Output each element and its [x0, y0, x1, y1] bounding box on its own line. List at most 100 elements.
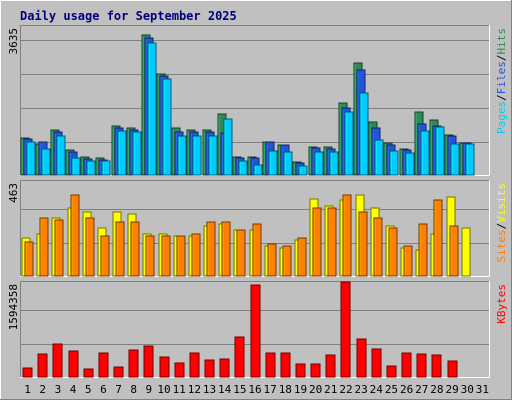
bar-kbytes-day-11 — [174, 362, 185, 378]
bar-rect — [162, 78, 172, 176]
bar-rect — [70, 194, 80, 277]
bar-pages-day-3 — [56, 135, 66, 176]
bar-rect — [86, 160, 96, 176]
x-tick-label-day-20: 20 — [309, 383, 322, 396]
legend-item-kbytes: KBytes — [495, 284, 508, 324]
bar-rect — [431, 354, 442, 378]
bar-rect — [356, 338, 367, 378]
bar-kbytes-day-27 — [416, 353, 427, 378]
bar-sites-day-3 — [54, 219, 64, 277]
bar-rect — [85, 217, 95, 277]
bar-rect — [83, 368, 94, 378]
legend-text: Pages/Files/Hits — [495, 28, 508, 134]
x-tick-label-day-14: 14 — [218, 383, 232, 396]
bar-kbytes-day-18 — [280, 352, 291, 378]
legend-middle: Sites/Visits — [495, 183, 508, 263]
bar-rect — [252, 223, 262, 277]
bar-sites-day-7 — [115, 221, 125, 277]
bar-pages-day-15 — [238, 160, 248, 176]
bar-rect — [206, 221, 216, 277]
x-tick-label-day-12: 12 — [188, 383, 201, 396]
bar-kbytes-day-24 — [371, 348, 382, 378]
bar-kbytes-day-8 — [128, 349, 139, 378]
bar-kbytes-day-26 — [401, 352, 412, 378]
bar-kbytes-day-5 — [83, 368, 94, 378]
bar-pages-day-1 — [26, 141, 36, 176]
bar-rect — [56, 135, 66, 176]
legend-item-pages: Pages — [495, 101, 508, 134]
bar-kbytes-day-14 — [219, 358, 230, 378]
bar-rect — [132, 131, 142, 176]
bar-kbytes-day-22 — [340, 281, 351, 378]
bar-sites-day-1 — [24, 241, 34, 277]
bar-sites-day-29 — [449, 225, 459, 277]
legend-item-visits: Visits — [495, 183, 508, 223]
bar-kbytes-day-17 — [265, 352, 276, 378]
bar-rect — [314, 151, 324, 176]
bar-kbytes-day-25 — [386, 365, 397, 378]
legend-item-files: Files — [495, 61, 508, 94]
bar-rect — [280, 352, 291, 378]
x-tick-label-day-18: 18 — [279, 383, 292, 396]
bar-sites-day-6 — [100, 235, 110, 277]
bar-sites-day-25 — [388, 227, 398, 277]
bar-pages-day-12 — [192, 135, 202, 176]
bar-pages-day-19 — [298, 165, 308, 176]
bar-pages-day-16 — [253, 164, 263, 176]
x-tick-label-day-23: 23 — [355, 383, 368, 396]
x-tick-label-day-27: 27 — [415, 383, 428, 396]
bar-sites-day-28 — [433, 199, 443, 277]
bar-rect — [420, 130, 430, 176]
x-tick-label-day-15: 15 — [233, 383, 246, 396]
bar-sites-day-9 — [145, 235, 155, 277]
bar-rect — [221, 221, 231, 277]
bar-rect — [143, 345, 154, 378]
bar-rect — [401, 352, 412, 378]
bar-rect — [344, 111, 354, 176]
x-tick-label-day-5: 5 — [85, 383, 92, 396]
legend-bottom: KBytes — [495, 284, 508, 324]
bar-pages-day-28 — [435, 126, 445, 176]
legend-text: KBytes — [495, 284, 508, 324]
bar-sites-day-15 — [236, 229, 246, 277]
bar-rect — [389, 150, 399, 176]
legend-separator: / — [495, 94, 508, 101]
bar-rect — [174, 362, 185, 378]
bar-sites-day-18 — [282, 245, 292, 277]
bar-pages-day-24 — [374, 139, 384, 176]
bar-kbytes-day-16 — [250, 284, 261, 378]
bar-rect — [192, 135, 202, 176]
legend-separator: / — [495, 223, 508, 230]
bar-rect — [71, 157, 81, 176]
y-axis-max-label: 1594358 — [7, 284, 20, 330]
bar-pages-day-7 — [117, 130, 127, 176]
bar-rect — [147, 42, 157, 176]
bar-rect — [159, 356, 170, 378]
bar-rect — [267, 243, 277, 277]
bar-sites-day-4 — [70, 194, 80, 277]
bar-rect — [403, 245, 413, 277]
bar-sites-day-16 — [252, 223, 262, 277]
x-tick-label-day-30: 30 — [461, 383, 474, 396]
bar-kbytes-day-29 — [447, 360, 458, 378]
bar-kbytes-day-19 — [295, 363, 306, 378]
bar-kbytes-day-2 — [37, 353, 48, 378]
bar-kbytes-day-12 — [189, 352, 200, 378]
bar-rect — [54, 219, 64, 277]
bar-rect — [145, 235, 155, 277]
bar-rect — [265, 352, 276, 378]
bar-pages-day-5 — [86, 160, 96, 176]
x-tick-label-day-21: 21 — [324, 383, 337, 396]
x-tick-label-day-3: 3 — [55, 383, 62, 396]
bar-kbytes-day-7 — [113, 366, 124, 378]
bar-sites-day-2 — [39, 217, 49, 277]
bar-pages-day-4 — [71, 157, 81, 176]
bar-rect — [418, 223, 428, 277]
bar-pages-day-20 — [314, 151, 324, 176]
panel-bottom: 1594358 KBytes — [7, 281, 508, 378]
bar-rect — [204, 359, 215, 378]
bar-pages-day-6 — [101, 160, 111, 176]
bar-sites-day-13 — [206, 221, 216, 277]
bar-pages-day-21 — [329, 151, 339, 176]
bar-sites-day-11 — [176, 235, 186, 277]
